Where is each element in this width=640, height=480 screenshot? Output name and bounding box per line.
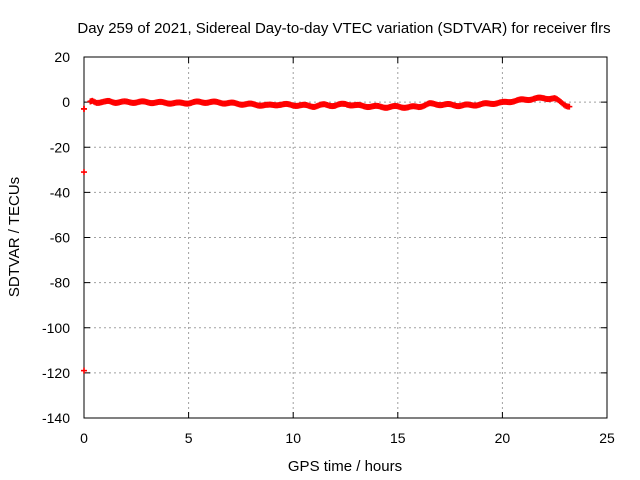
y-axis-title: SDTVAR / TECUs [6, 177, 23, 297]
chart-title: Day 259 of 2021, Sidereal Day-to-day VTE… [77, 20, 610, 37]
y-tick-label: -40 [50, 184, 70, 200]
y-tick-label: -20 [50, 139, 70, 155]
grid-lines [84, 57, 607, 418]
x-tick-label: 10 [285, 430, 301, 446]
x-axis-title: GPS time / hours [288, 458, 402, 475]
y-tick-label: -140 [42, 410, 70, 426]
data-series [81, 94, 573, 374]
data-point [81, 105, 87, 112]
y-tick-label: -80 [50, 275, 70, 291]
y-tick-label: 0 [62, 94, 70, 110]
data-point [566, 103, 573, 110]
x-tick-label: 5 [185, 430, 193, 446]
data-point-outlier [81, 367, 87, 374]
x-tick-label: 15 [390, 430, 406, 446]
y-tick-label: -60 [50, 230, 70, 246]
data-point-outlier [81, 169, 87, 176]
y-tick-label: -120 [42, 365, 70, 381]
x-tick-label: 25 [599, 430, 615, 446]
y-tick-label: -100 [42, 320, 70, 336]
y-tick-label: 20 [54, 49, 70, 65]
axis-ticks: 0 5 10 15 20 25 20 0 -20 -40 -60 -80 -100 -120 -140 [42, 49, 615, 446]
x-tick-label: 0 [80, 430, 88, 446]
x-tick-label: 20 [495, 430, 511, 446]
